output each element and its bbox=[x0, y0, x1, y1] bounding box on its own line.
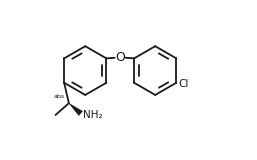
Text: NH₂: NH₂ bbox=[84, 110, 103, 120]
Polygon shape bbox=[69, 103, 82, 116]
Text: Cl: Cl bbox=[178, 79, 189, 89]
Text: O: O bbox=[115, 51, 125, 64]
Text: abs: abs bbox=[54, 94, 65, 99]
